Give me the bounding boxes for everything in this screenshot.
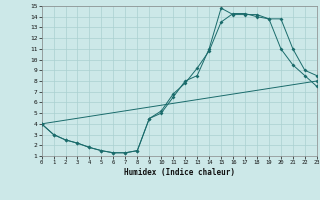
X-axis label: Humidex (Indice chaleur): Humidex (Indice chaleur) bbox=[124, 168, 235, 177]
